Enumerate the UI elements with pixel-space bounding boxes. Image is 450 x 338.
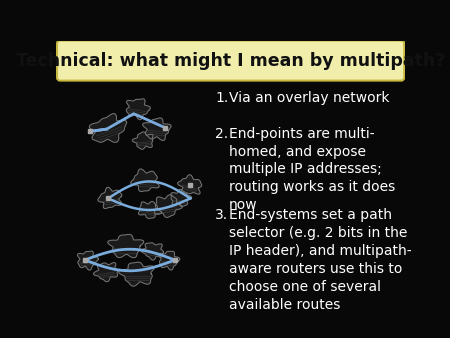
- Polygon shape: [131, 169, 159, 192]
- Text: End-points are multi-
homed, and expose
multiple IP addresses;
routing works as : End-points are multi- homed, and expose …: [229, 127, 396, 212]
- Text: 3.: 3.: [215, 209, 228, 222]
- FancyBboxPatch shape: [57, 41, 404, 80]
- Polygon shape: [94, 263, 117, 282]
- Text: 2.: 2.: [215, 127, 228, 141]
- Polygon shape: [89, 114, 126, 142]
- Polygon shape: [119, 262, 154, 286]
- Polygon shape: [77, 251, 99, 270]
- Polygon shape: [178, 175, 202, 194]
- Polygon shape: [126, 99, 150, 120]
- Polygon shape: [141, 243, 163, 260]
- Text: Technical: what might I mean by multipath?: Technical: what might I mean by multipat…: [16, 52, 446, 70]
- Polygon shape: [108, 234, 144, 258]
- Polygon shape: [154, 195, 182, 217]
- Polygon shape: [138, 201, 162, 218]
- Polygon shape: [159, 251, 180, 270]
- Text: End-systems set a path
selector (e.g. 2 bits in the
IP header), and multipath-
a: End-systems set a path selector (e.g. 2 …: [229, 209, 412, 312]
- Text: Via an overlay network: Via an overlay network: [229, 91, 390, 104]
- Polygon shape: [132, 132, 153, 149]
- Polygon shape: [143, 118, 171, 141]
- Polygon shape: [171, 189, 192, 207]
- Polygon shape: [98, 187, 122, 209]
- Text: 1.: 1.: [215, 91, 228, 104]
